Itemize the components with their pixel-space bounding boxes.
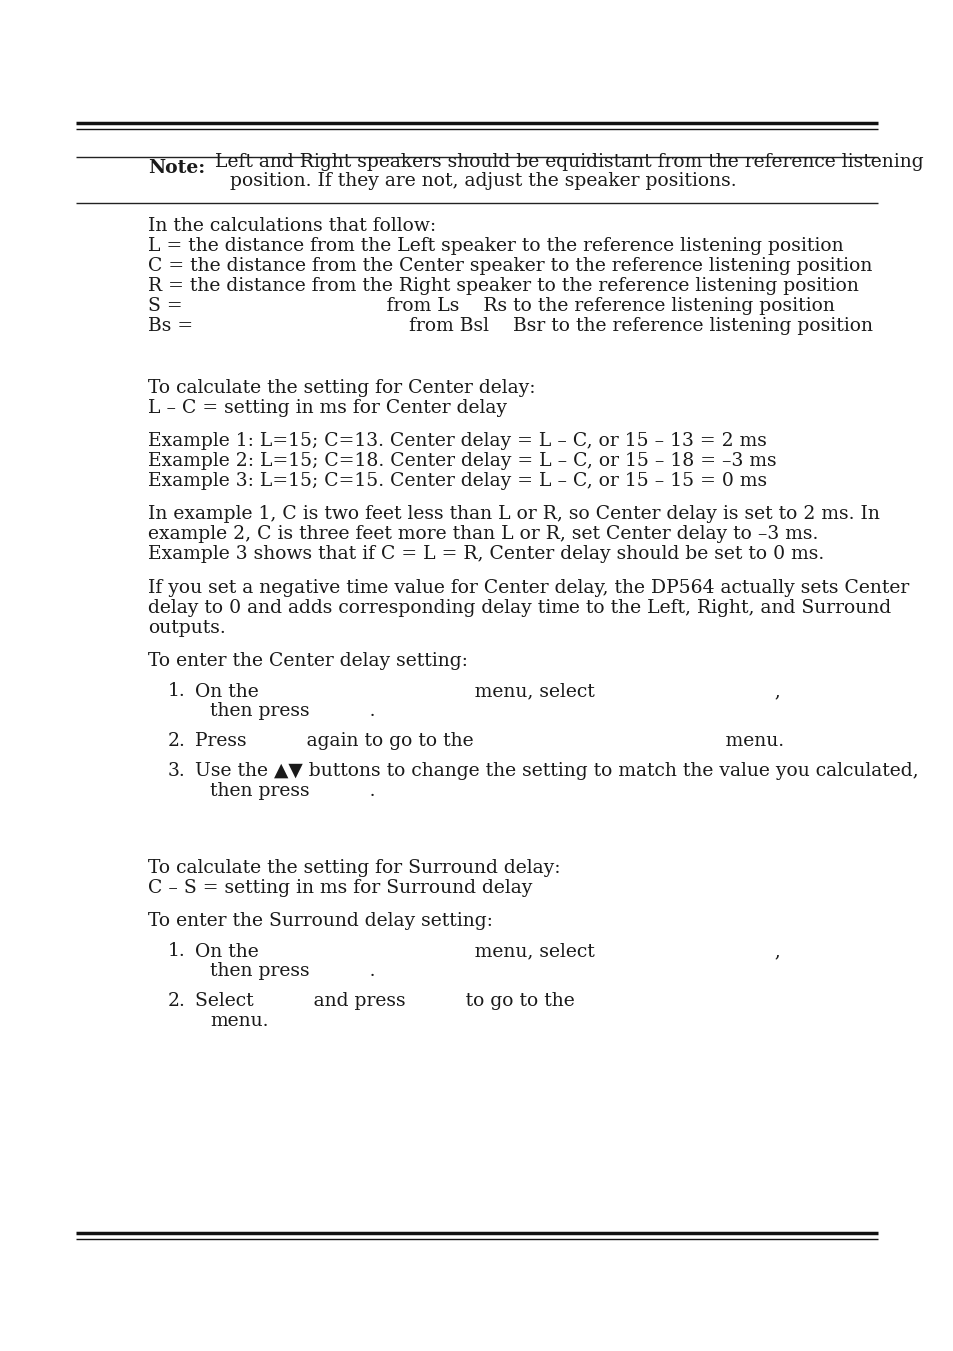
Text: menu.: menu. [210, 1012, 268, 1029]
Text: R = the distance from the Right speaker to the reference listening position: R = the distance from the Right speaker … [148, 277, 858, 295]
Text: then press          .: then press . [210, 962, 375, 979]
Text: then press          .: then press . [210, 703, 375, 720]
Text: example 2, C is three feet more than L or R, set Center delay to –3 ms.: example 2, C is three feet more than L o… [148, 526, 818, 543]
Text: In the calculations that follow:: In the calculations that follow: [148, 218, 436, 235]
Text: Note:: Note: [148, 159, 205, 177]
Text: To enter the Surround delay setting:: To enter the Surround delay setting: [148, 912, 493, 929]
Text: Use the ▲▼ buttons to change the setting to match the value you calculated,: Use the ▲▼ buttons to change the setting… [194, 762, 918, 780]
Text: Left and Right speakers should be equidistant from the reference listening: Left and Right speakers should be equidi… [214, 153, 923, 172]
Text: Example 2: L=15; C=18. Center delay = L – C, or 15 – 18 = –3 ms: Example 2: L=15; C=18. Center delay = L … [148, 453, 776, 470]
Text: S =                                  from Ls    Rs to the reference listening po: S = from Ls Rs to the reference listenin… [148, 297, 834, 315]
Text: On the                                    menu, select                          : On the menu, select [194, 682, 780, 700]
Text: 1.: 1. [168, 682, 186, 700]
Text: C – S = setting in ms for Surround delay: C – S = setting in ms for Surround delay [148, 880, 532, 897]
Text: 1.: 1. [168, 942, 186, 961]
Text: then press          .: then press . [210, 782, 375, 800]
Text: Select          and press          to go to the: Select and press to go to the [194, 992, 574, 1011]
Text: Bs =                                    from Bsl    Bsr to the reference listeni: Bs = from Bsl Bsr to the reference liste… [148, 317, 872, 335]
Text: Example 1: L=15; C=13. Center delay = L – C, or 15 – 13 = 2 ms: Example 1: L=15; C=13. Center delay = L … [148, 432, 766, 450]
Text: Press          again to go to the                                          menu.: Press again to go to the menu. [194, 732, 783, 750]
Text: 3.: 3. [168, 762, 186, 780]
Text: On the                                    menu, select                          : On the menu, select [194, 942, 780, 961]
Text: To calculate the setting for Center delay:: To calculate the setting for Center dela… [148, 380, 535, 397]
Text: outputs.: outputs. [148, 619, 226, 638]
Text: 2.: 2. [168, 992, 186, 1011]
Text: C = the distance from the Center speaker to the reference listening position: C = the distance from the Center speaker… [148, 257, 871, 276]
Text: delay to 0 and adds corresponding delay time to the Left, Right, and Surround: delay to 0 and adds corresponding delay … [148, 598, 890, 617]
Text: L – C = setting in ms for Center delay: L – C = setting in ms for Center delay [148, 399, 506, 417]
Text: Example 3: L=15; C=15. Center delay = L – C, or 15 – 15 = 0 ms: Example 3: L=15; C=15. Center delay = L … [148, 471, 766, 490]
Text: position. If they are not, adjust the speaker positions.: position. If they are not, adjust the sp… [230, 172, 736, 190]
Text: L = the distance from the Left speaker to the reference listening position: L = the distance from the Left speaker t… [148, 236, 842, 255]
Text: Example 3 shows that if C = L = R, Center delay should be set to 0 ms.: Example 3 shows that if C = L = R, Cente… [148, 544, 823, 563]
Text: In example 1, C is two feet less than L or R, so Center delay is set to 2 ms. In: In example 1, C is two feet less than L … [148, 505, 879, 523]
Text: If you set a negative time value for Center delay, the DP564 actually sets Cente: If you set a negative time value for Cen… [148, 580, 908, 597]
Text: To enter the Center delay setting:: To enter the Center delay setting: [148, 653, 467, 670]
Text: To calculate the setting for Surround delay:: To calculate the setting for Surround de… [148, 859, 560, 877]
Text: 2.: 2. [168, 732, 186, 750]
